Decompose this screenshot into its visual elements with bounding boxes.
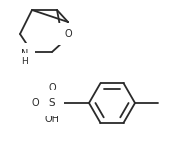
Text: OH: OH — [44, 114, 60, 124]
Text: H: H — [22, 57, 28, 66]
Text: O: O — [31, 98, 39, 108]
Text: O: O — [48, 83, 56, 93]
Text: N: N — [21, 49, 29, 59]
Text: O: O — [64, 29, 72, 39]
Text: S: S — [49, 98, 55, 108]
